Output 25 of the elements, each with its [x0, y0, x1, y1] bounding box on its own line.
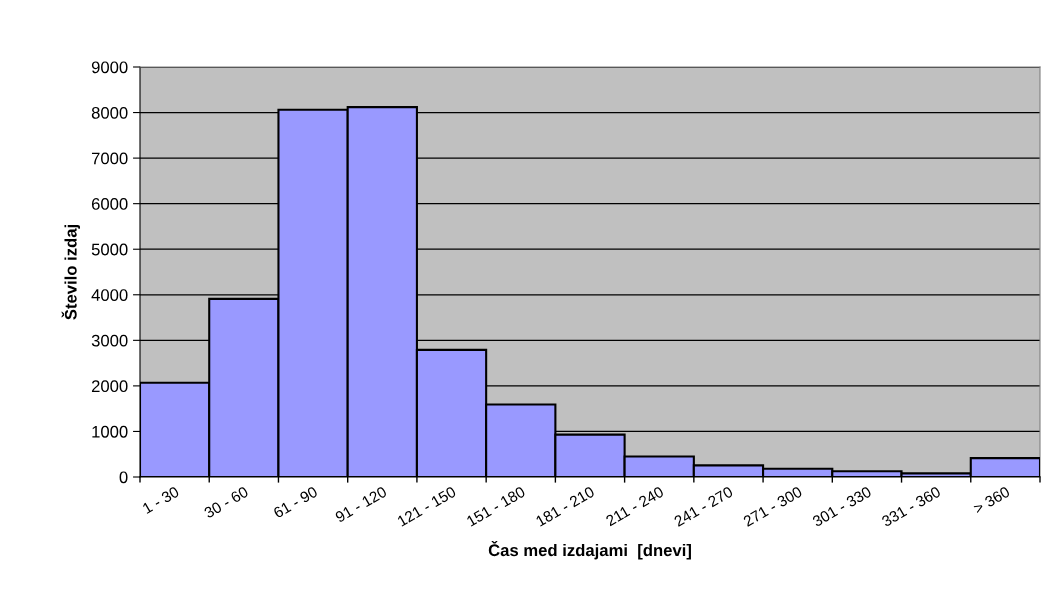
x-tick-label: 91 - 120	[334, 485, 388, 523]
x-tick-label: 301 - 330	[811, 485, 873, 528]
y-tick-label: 4000	[91, 289, 128, 301]
y-tick-label: 7000	[91, 152, 128, 165]
x-tick-label: > 360	[972, 485, 1011, 514]
y-tick-label: 0	[119, 471, 128, 484]
y-tick-label: 8000	[91, 106, 128, 119]
x-tick-label: 241 - 270	[673, 485, 734, 527]
x-tick-label: 151 - 180	[466, 485, 526, 527]
x-tick-label: 271 - 300	[742, 485, 803, 527]
x-tick-label: 61 - 90	[272, 485, 319, 519]
y-tick-label: 9000	[91, 61, 128, 74]
x-tick-label: 331 - 360	[880, 485, 942, 528]
x-tick-label: 30 - 60	[203, 485, 249, 519]
y-tick-label: 2000	[91, 380, 128, 393]
x-tick-label: 1 - 30	[142, 485, 180, 514]
x-tick-label: 121 - 150	[396, 485, 457, 527]
y-tick-label: 5000	[91, 243, 128, 256]
x-axis-title: Čas med izdajami [dnevi]	[488, 541, 691, 560]
x-tick-label: 181 - 210	[535, 485, 596, 527]
y-tick-label: 6000	[91, 198, 128, 210]
y-tick-label: 3000	[91, 334, 128, 347]
x-tick-label: 211 - 240	[605, 485, 665, 527]
y-tick-label: 1000	[92, 425, 128, 438]
y-axis-title: Število izdaj	[61, 225, 81, 320]
